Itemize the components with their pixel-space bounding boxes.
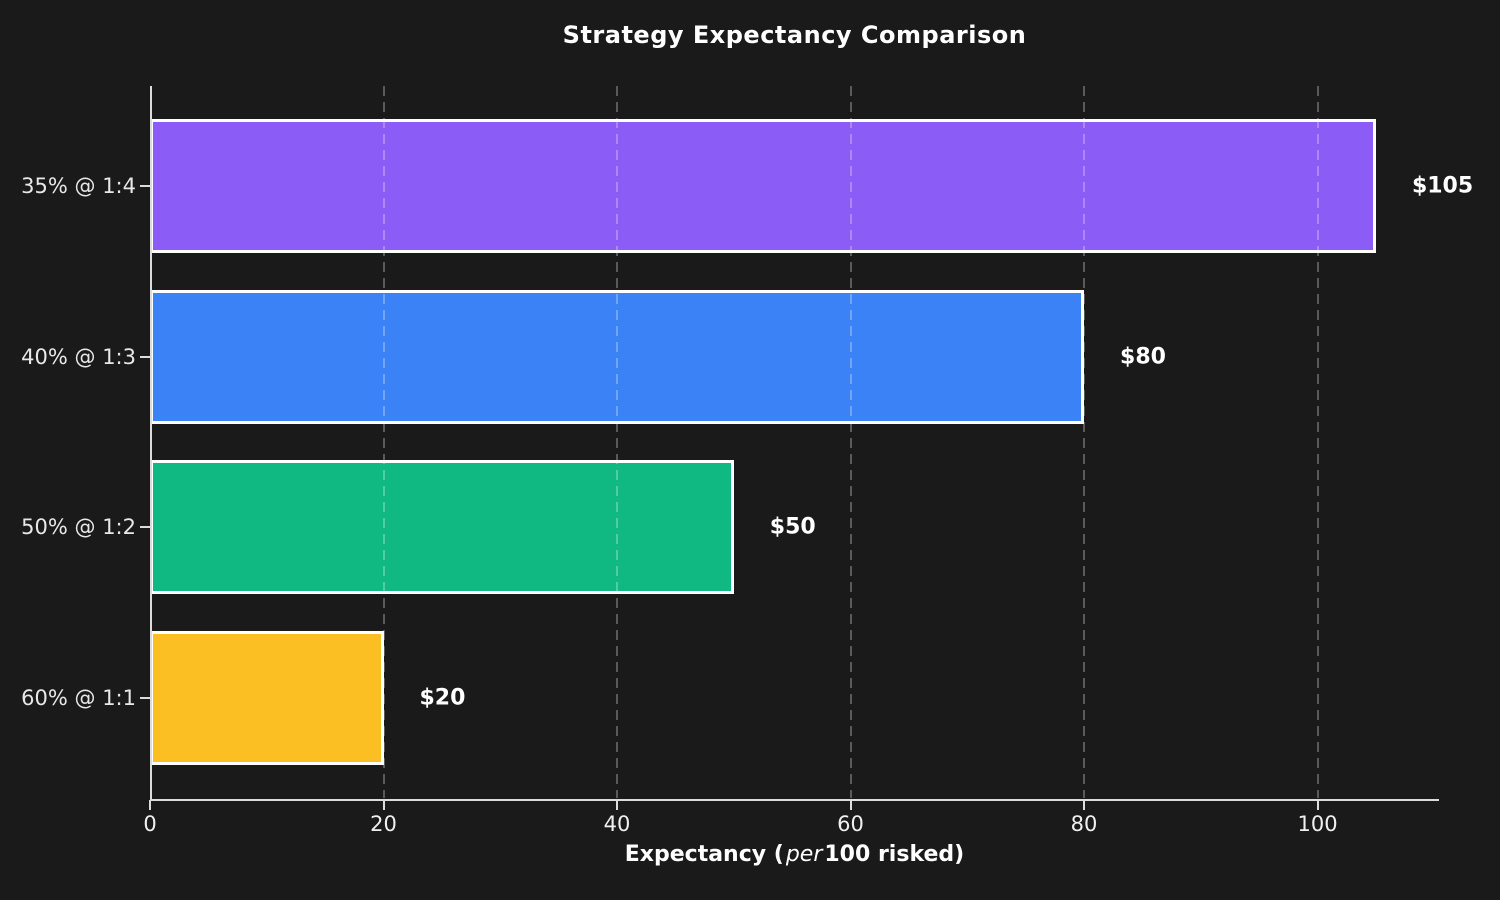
bar-value-label: $80 (1120, 344, 1166, 370)
bar (150, 289, 1085, 424)
x-tick-label: 60 (837, 812, 864, 836)
x-tick-label: 40 (603, 812, 631, 836)
gridline (1316, 86, 1319, 798)
bar-value-label: $50 (769, 514, 816, 540)
x-tick-mark (1083, 800, 1086, 810)
bar (150, 119, 1376, 253)
x-axis-label-italic: per (785, 842, 823, 867)
y-tick-mark (140, 355, 150, 358)
x-tick-label: 0 (143, 812, 157, 836)
x-tick-mark (1316, 800, 1319, 810)
y-tick-mark (140, 526, 150, 529)
x-tick-mark (149, 800, 151, 810)
y-tick-label: 35% @ 1:4 (21, 174, 136, 198)
y-tick-label: 60% @ 1:1 (21, 686, 136, 710)
x-tick-label: 100 (1297, 812, 1338, 836)
y-axis-spine (150, 86, 152, 800)
x-tick-mark (616, 800, 619, 810)
bar (150, 631, 384, 765)
x-axis-label-prefix: Expectancy ( (624, 842, 784, 867)
y-tick-mark (140, 697, 150, 699)
x-axis-spine (150, 799, 1439, 801)
bar (150, 460, 734, 595)
y-tick-label: 50% @ 1:2 (21, 515, 136, 540)
gridline (616, 86, 619, 798)
gridline (849, 86, 852, 798)
x-axis-label-suffix: 100 risked) (824, 842, 965, 867)
gridline (1083, 86, 1086, 798)
x-axis-label: Expectancy (per100 risked) (150, 842, 1439, 867)
x-tick-mark (849, 800, 852, 810)
y-tick-label: 40% @ 1:3 (21, 344, 136, 369)
gridline (382, 86, 385, 798)
plot-area: $105 $80 $50 $20 (150, 86, 1473, 801)
bar-value-label: $105 (1411, 173, 1474, 199)
x-tick-label: 20 (370, 812, 397, 836)
y-tick-mark (140, 185, 150, 187)
chart-title: Strategy Expectancy Comparison (562, 21, 1027, 49)
x-tick-mark (382, 800, 385, 810)
x-tick-label: 80 (1070, 812, 1098, 836)
bar-value-label: $20 (419, 685, 466, 711)
